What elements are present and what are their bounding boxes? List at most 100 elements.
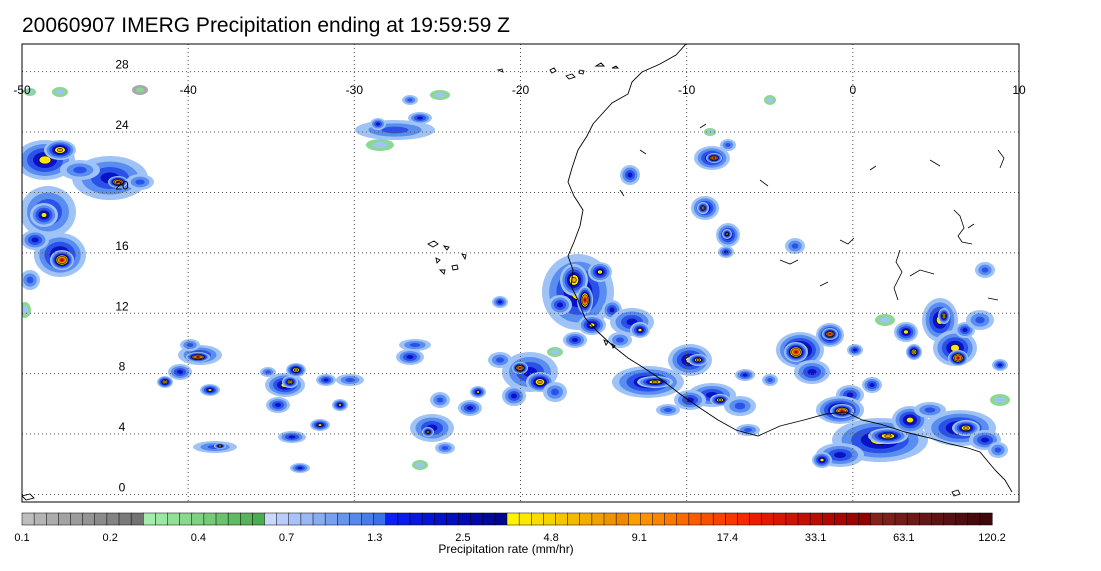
colorbar-swatch — [21, 512, 35, 526]
colorbar-swatch — [397, 512, 411, 526]
colorbar-swatch — [882, 512, 896, 526]
colorbar-swatch — [870, 512, 884, 526]
lat-label: 4 — [119, 420, 126, 434]
colorbar-swatch — [712, 512, 726, 526]
precip-cell — [180, 339, 200, 351]
colorbar-swatch — [155, 512, 169, 526]
colorbar-swatch — [203, 512, 217, 526]
lon-label: -10 — [678, 83, 696, 97]
precip-cell — [290, 463, 310, 473]
colorbar-swatch — [240, 512, 253, 526]
lat-label: 20 — [115, 178, 129, 192]
precip-cell — [975, 262, 995, 278]
precip-cell — [126, 174, 154, 190]
colorbar-tick-label: 4.8 — [543, 532, 558, 544]
lat-label: 8 — [119, 360, 126, 374]
precip-cell — [408, 112, 432, 124]
colorbar-swatch — [143, 512, 156, 526]
precip-cell — [332, 399, 348, 411]
precip-cell — [894, 322, 918, 342]
colorbar-swatch — [676, 512, 690, 526]
precip-cell — [399, 339, 431, 351]
colorbar-swatch — [955, 512, 969, 526]
precip-cell — [370, 118, 386, 130]
colorbar-swatch — [518, 512, 532, 526]
precip-cell — [366, 139, 394, 151]
precip-cell — [186, 352, 210, 362]
inland-lakes-and-rivers — [619, 123, 1005, 301]
precip-cell — [548, 295, 572, 315]
precip-cell — [906, 344, 922, 360]
precip-cell — [422, 427, 434, 437]
colorbar-swatch — [628, 512, 641, 526]
colorbar-swatch — [446, 512, 460, 526]
colorbar-swatch — [361, 512, 375, 526]
colorbar-swatch — [167, 512, 181, 526]
colorbar-swatch — [797, 512, 811, 526]
colorbar-swatch — [906, 512, 920, 526]
precip-cell — [735, 369, 755, 381]
colorbar-tick-label: 0.2 — [103, 532, 118, 544]
precip-cell — [563, 332, 587, 348]
colorbar-swatch — [652, 512, 666, 526]
cape-verde-islands — [427, 240, 467, 275]
colorbar-tick-label: 1.3 — [367, 532, 382, 544]
precip-cell — [948, 350, 968, 366]
precip-cell — [214, 443, 226, 449]
colorbar-swatch — [264, 512, 278, 526]
precip-cell — [488, 352, 512, 368]
lon-label: -40 — [179, 83, 197, 97]
precip-cell — [336, 374, 364, 386]
colorbar-tick-label: 2.5 — [455, 532, 470, 544]
colorbar-swatch — [130, 512, 144, 526]
colorbar-swatches — [21, 512, 993, 526]
colorbar-swatch — [555, 512, 569, 526]
precip-cell — [914, 402, 946, 418]
lat-label: 28 — [115, 58, 129, 72]
precip-cell — [310, 419, 330, 431]
precip-cell — [812, 452, 832, 468]
bioko — [22, 489, 961, 501]
precip-cell — [543, 382, 567, 402]
colorbar-swatch — [482, 512, 496, 526]
precip-cell — [952, 420, 980, 436]
precip-cell — [794, 360, 830, 384]
colorbar-swatch — [834, 512, 848, 526]
colorbar-swatch — [531, 512, 544, 526]
colorbar-swatch — [118, 512, 132, 526]
precip-cell — [875, 314, 895, 326]
precip-cell — [969, 430, 1001, 450]
precip-cell — [764, 95, 776, 105]
colorbar-tick-label: 63.1 — [893, 532, 914, 544]
precip-cell — [22, 230, 49, 250]
colorbar-swatch — [931, 512, 945, 526]
colorbar-swatch — [688, 512, 702, 526]
precip-cell — [396, 349, 424, 365]
colorbar-swatch — [324, 512, 338, 526]
precip-cell — [656, 404, 680, 416]
precip-cell — [830, 404, 854, 418]
colorbar-swatch — [494, 512, 508, 526]
colorbar-swatch — [785, 512, 799, 526]
colorbar-swatch — [846, 512, 860, 526]
precip-cell — [157, 376, 173, 388]
madeira — [496, 68, 504, 73]
colorbar-swatch — [894, 512, 908, 526]
colorbar-swatch — [252, 512, 266, 526]
precip-cell — [266, 397, 290, 413]
colorbar-swatch — [82, 512, 96, 526]
precip-cell — [52, 87, 68, 97]
precip-cell — [22, 302, 31, 318]
precip-cell — [822, 328, 838, 340]
colorbar-swatch — [106, 512, 120, 526]
colorbar-swatch — [809, 512, 823, 526]
lon-label: -30 — [346, 83, 364, 97]
precip-cell — [724, 396, 756, 416]
colorbar-swatch — [579, 512, 593, 526]
colorbar-swatch — [749, 512, 763, 526]
precip-cell — [868, 428, 908, 444]
precipitation-cells — [22, 85, 1010, 473]
colorbar-swatch — [215, 512, 229, 526]
colorbar-tick-label: 120.2 — [978, 532, 1006, 544]
precip-cell — [168, 364, 192, 380]
